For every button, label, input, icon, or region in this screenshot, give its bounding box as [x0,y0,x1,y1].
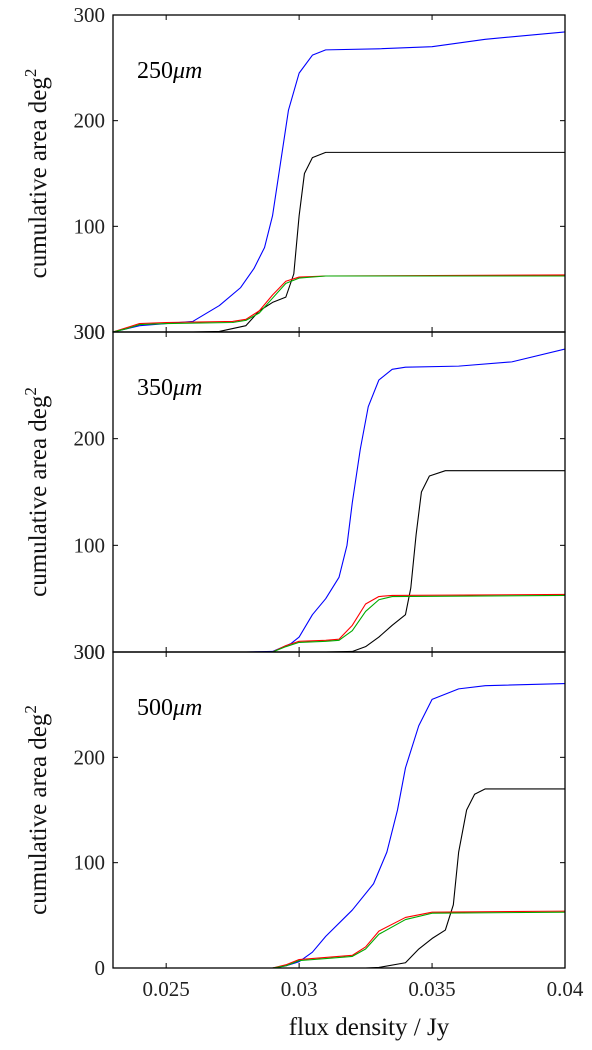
y-tick-label: 300 [74,320,106,344]
x-tick-label: 0.03 [281,977,318,1001]
y-tick-label: 100 [74,214,106,238]
y-axis-label: cumulative area deg2 [21,387,52,597]
y-tick-label: 300 [74,640,106,664]
y-axis-label: cumulative area deg2 [21,705,52,915]
series-line-3 [113,593,565,652]
y-tick-label: 200 [74,427,106,451]
y-axis-label: cumulative area deg2 [21,69,52,279]
band-label: 250μm [137,58,202,84]
y-tick-label: 200 [74,745,106,769]
series-line-3 [113,910,565,968]
series-line-1 [113,683,565,968]
series-line-2 [113,470,565,652]
y-tick-label: 100 [74,533,106,557]
x-tick-label: 0.035 [408,977,455,1001]
y-tick-label: 100 [74,851,106,875]
panel-3: 0 100 200 300 500μm cumulative area deg2 0.025… [21,640,584,1041]
y-axis-label-superscript: 2 [21,69,40,78]
band-unit: μm [172,375,202,401]
x-tick-label: 0.04 [547,977,584,1001]
series-line-3 [113,274,565,332]
series-line-2 [113,151,565,332]
band-unit: μm [172,58,202,84]
panel-1: 300 100 200 300 250μm cumulative area deg2 [21,3,566,344]
y-tick-label: 300 [74,320,106,344]
y-tick-label: 300 [74,3,106,27]
series-line-4 [113,275,565,332]
band-label: 350μm [137,375,202,401]
series-line-4 [113,911,565,968]
y-tick-label: 0 [95,956,106,980]
y-axis-label-superscript: 2 [21,387,40,396]
y-axis-label-superscript: 2 [21,705,40,714]
x-tick-label: 0.025 [143,977,190,1001]
band-label: 500μm [137,695,202,721]
series-line-4 [113,594,565,652]
y-tick-label: 300 [74,640,106,664]
band-unit: μm [172,695,202,721]
plot-frame [112,651,566,969]
y-tick-label: 200 [74,109,106,133]
x-axis-label: flux density / Jy [289,1014,450,1041]
panel-2: 300 100 200 300 350μm cumulative area deg2 [21,320,566,664]
series-line-2 [113,788,565,968]
